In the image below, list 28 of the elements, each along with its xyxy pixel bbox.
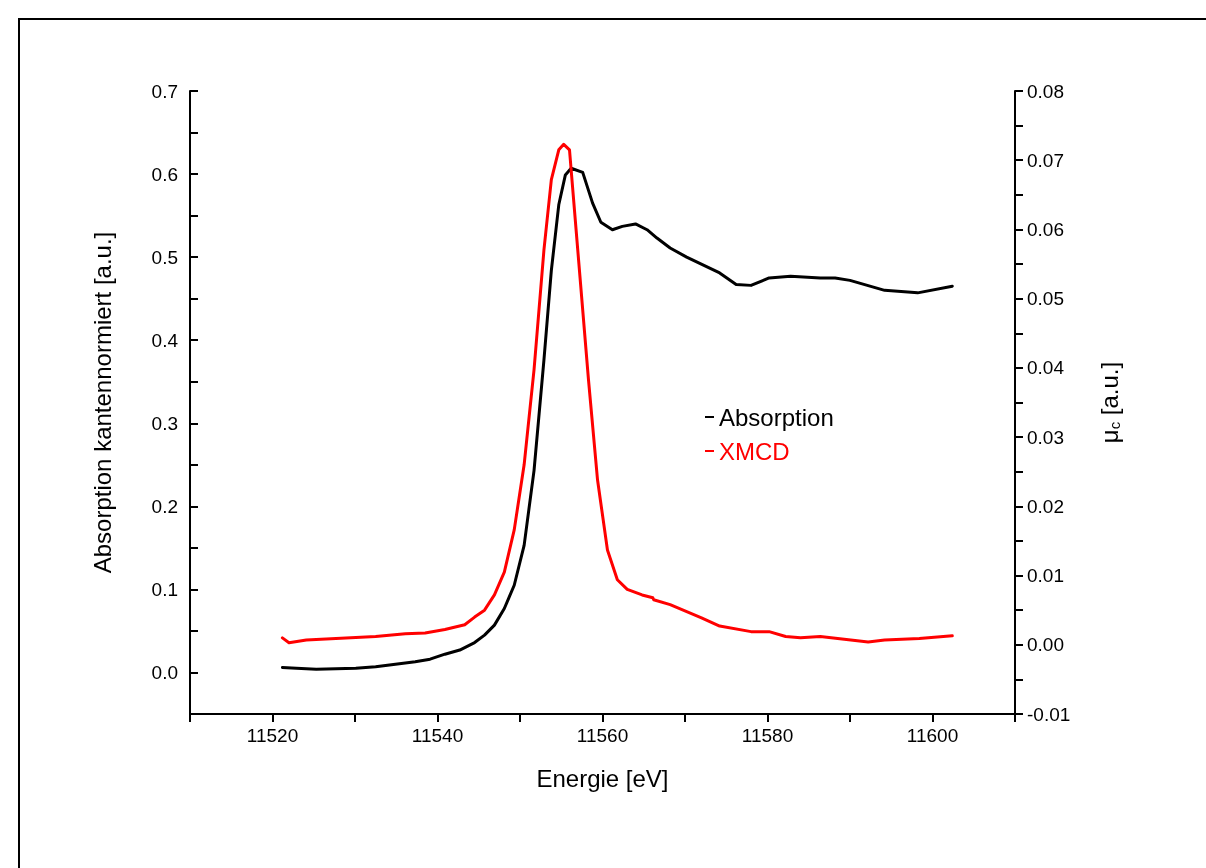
y2-tick-label: 0.06 — [1027, 218, 1064, 240]
x-tick-label: 11540 — [411, 725, 464, 746]
x-tick-label: 11520 — [246, 725, 299, 746]
y-tick-label: 0.6 — [151, 163, 178, 185]
y-tick-label: 0.7 — [151, 80, 178, 102]
y-tick-label: 0.2 — [151, 495, 178, 517]
y-tick-label: 0.5 — [151, 246, 178, 268]
y2-tick-label: 0.01 — [1027, 565, 1064, 587]
x-tick-label: 11600 — [906, 725, 959, 746]
y2-tick-label: 0.00 — [1027, 634, 1064, 656]
x-axis-title: Energie [eV] — [536, 764, 669, 792]
x-tick-label: 11580 — [741, 725, 794, 746]
y2-tick-label: 0.04 — [1027, 357, 1065, 379]
x-tick-label: 11560 — [576, 725, 629, 746]
y2-tick-label: 0.02 — [1027, 495, 1064, 517]
y-axis-title: Absorption kantennormiert [a.u.] — [88, 231, 116, 574]
y2-tick-label: 0.05 — [1027, 288, 1064, 310]
y-tick-label: 0.4 — [151, 329, 179, 351]
y-tick-label: 0.3 — [151, 412, 178, 434]
y2-tick-label: 0.07 — [1027, 149, 1064, 171]
y2-tick-label: -0.01 — [1027, 703, 1071, 725]
y-tick-label: 0.0 — [151, 661, 178, 683]
y2-axis-title: μc [a.u.] — [1096, 361, 1123, 444]
legend-label: Absorption — [719, 403, 834, 431]
y2-tick-label: 0.08 — [1027, 80, 1064, 102]
y-tick-label: 0.1 — [151, 578, 178, 600]
y2-tick-label: 0.03 — [1027, 426, 1064, 448]
legend-label: XMCD — [719, 437, 790, 465]
